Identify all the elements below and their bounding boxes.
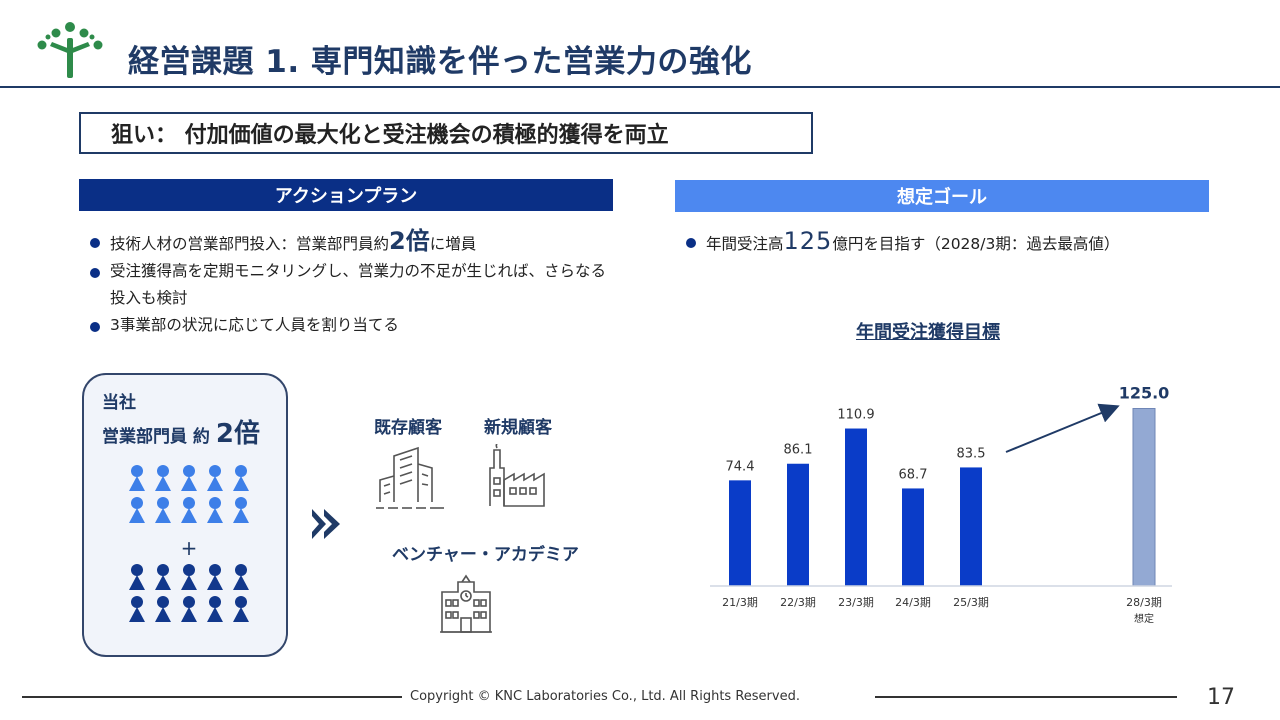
chart-bar-1 bbox=[787, 463, 809, 586]
chart-category-sublabel: 想定 bbox=[1134, 612, 1154, 625]
panel-multiplier: 2倍 bbox=[215, 419, 261, 449]
added-staff-icons bbox=[129, 564, 249, 622]
existing-customer-label: 既存顧客 bbox=[374, 418, 442, 438]
office-building-icon bbox=[376, 446, 444, 509]
existing-staff-icons bbox=[129, 465, 249, 523]
chart-value-label-3: 68.7 bbox=[899, 467, 928, 482]
logo-tree-icon bbox=[37, 22, 103, 78]
chart-title: 年間受注獲得目標 bbox=[856, 322, 1000, 343]
page-number: 17 bbox=[1207, 685, 1235, 710]
chart-category-label-2: 23/3期 bbox=[838, 596, 874, 609]
chart-category-label-3: 24/3期 bbox=[895, 596, 931, 609]
title-divider bbox=[0, 86, 1280, 88]
chart-bar-3 bbox=[902, 488, 924, 586]
sales-staff-panel: 当社 営業部門員 約 2倍 + bbox=[82, 373, 288, 657]
double-chevron-icon bbox=[312, 509, 340, 539]
staff-people-graphic: + bbox=[129, 465, 249, 622]
goal-bullet-text: 年間受注高 bbox=[706, 235, 784, 253]
action-bullet-1-text: 技術人材の営業部門投入：営業部門員約 bbox=[110, 235, 390, 253]
action-bullet-1: 技術人材の営業部門投入：営業部門員約2倍に増員 bbox=[79, 228, 639, 258]
panel-company-label: 当社 bbox=[102, 393, 136, 413]
goal-bullet-suffix: 億円を目指す（2028/3期：過去最高値） bbox=[832, 235, 1120, 253]
chart-bar-2 bbox=[845, 428, 867, 586]
action-bullet-2: 受注獲得高を定期モニタリングし、営業力の不足が生じれば、さらなる投入も検討 bbox=[79, 258, 610, 312]
chart-value-label-1: 86.1 bbox=[784, 443, 813, 458]
action-bullet-3: 3事業部の状況に応じて人員を割り当てる bbox=[79, 312, 639, 339]
aim-box: 狙い： 付加価値の最大化と受注機会の積極的獲得を両立 bbox=[79, 112, 813, 154]
chart-category-label-4: 25/3期 bbox=[953, 596, 989, 609]
goal-bullet: 年間受注高125億円を目指す（2028/3期：過去最高値） bbox=[675, 228, 1235, 258]
factory-icon bbox=[489, 444, 545, 507]
goal-bullet-highlight: 125 bbox=[783, 227, 833, 255]
university-building-icon bbox=[440, 574, 492, 633]
aim-text: 狙い： 付加価値の最大化と受注機会の積極的獲得を両立 bbox=[111, 123, 669, 148]
action-bullet-1-suffix: に増員 bbox=[429, 235, 477, 253]
footer-divider-left bbox=[22, 696, 402, 698]
chart-category-label-1: 22/3期 bbox=[780, 596, 816, 609]
growth-arrow bbox=[1005, 403, 1120, 453]
chart-bar-5 bbox=[1132, 408, 1156, 587]
chart-bar-4 bbox=[960, 467, 982, 586]
page-title: 経営課題 1. 専門知識を伴った営業力の強化 bbox=[128, 44, 752, 80]
action-plan-list: 技術人材の営業部門投入：営業部門員約2倍に増員 受注獲得高を定期モニタリングし、… bbox=[79, 228, 639, 339]
copyright-text: Copyright © KNC Laboratories Co., Ltd. A… bbox=[410, 689, 800, 704]
action-plan-header: アクションプラン bbox=[79, 179, 613, 211]
goal-header: 想定ゴール bbox=[675, 180, 1209, 212]
chart-bar-0 bbox=[729, 480, 751, 586]
chart-value-label-5: 125.0 bbox=[1119, 384, 1170, 403]
footer-divider-right bbox=[875, 696, 1177, 698]
panel-staff-label: 営業部門員 約 2倍 bbox=[102, 413, 260, 450]
plus-sign: + bbox=[181, 536, 198, 560]
chart-category-label-0: 21/3期 bbox=[722, 596, 758, 609]
action-bullet-3-text: 3事業部の状況に応じて人員を割り当てる bbox=[110, 316, 399, 334]
venture-academia-label: ベンチャー・アカデミア bbox=[392, 545, 579, 565]
goal-list: 年間受注高125億円を目指す（2028/3期：過去最高値） bbox=[675, 228, 1235, 258]
action-plan-header-label: アクションプラン bbox=[274, 186, 418, 207]
chart-value-label-2: 110.9 bbox=[837, 408, 874, 423]
action-bullet-1-highlight: 2倍 bbox=[389, 227, 430, 255]
order-target-bar-chart: 74.4 86.1 110.9 68.7 83.5 125.0 21/3期 22/3期 23/… bbox=[710, 384, 1172, 625]
chart-category-label-5: 28/3期 bbox=[1126, 596, 1162, 609]
chart-value-label-0: 74.4 bbox=[726, 459, 755, 474]
action-bullet-2-text: 受注獲得高を定期モニタリングし、営業力の不足が生じれば、さらなる投入も検討 bbox=[110, 262, 607, 307]
panel-staff-text: 営業部門員 約 bbox=[102, 427, 210, 447]
new-customer-label: 新規顧客 bbox=[484, 418, 552, 438]
goal-header-label: 想定ゴール bbox=[897, 187, 987, 208]
chart-value-label-4: 83.5 bbox=[957, 446, 986, 461]
